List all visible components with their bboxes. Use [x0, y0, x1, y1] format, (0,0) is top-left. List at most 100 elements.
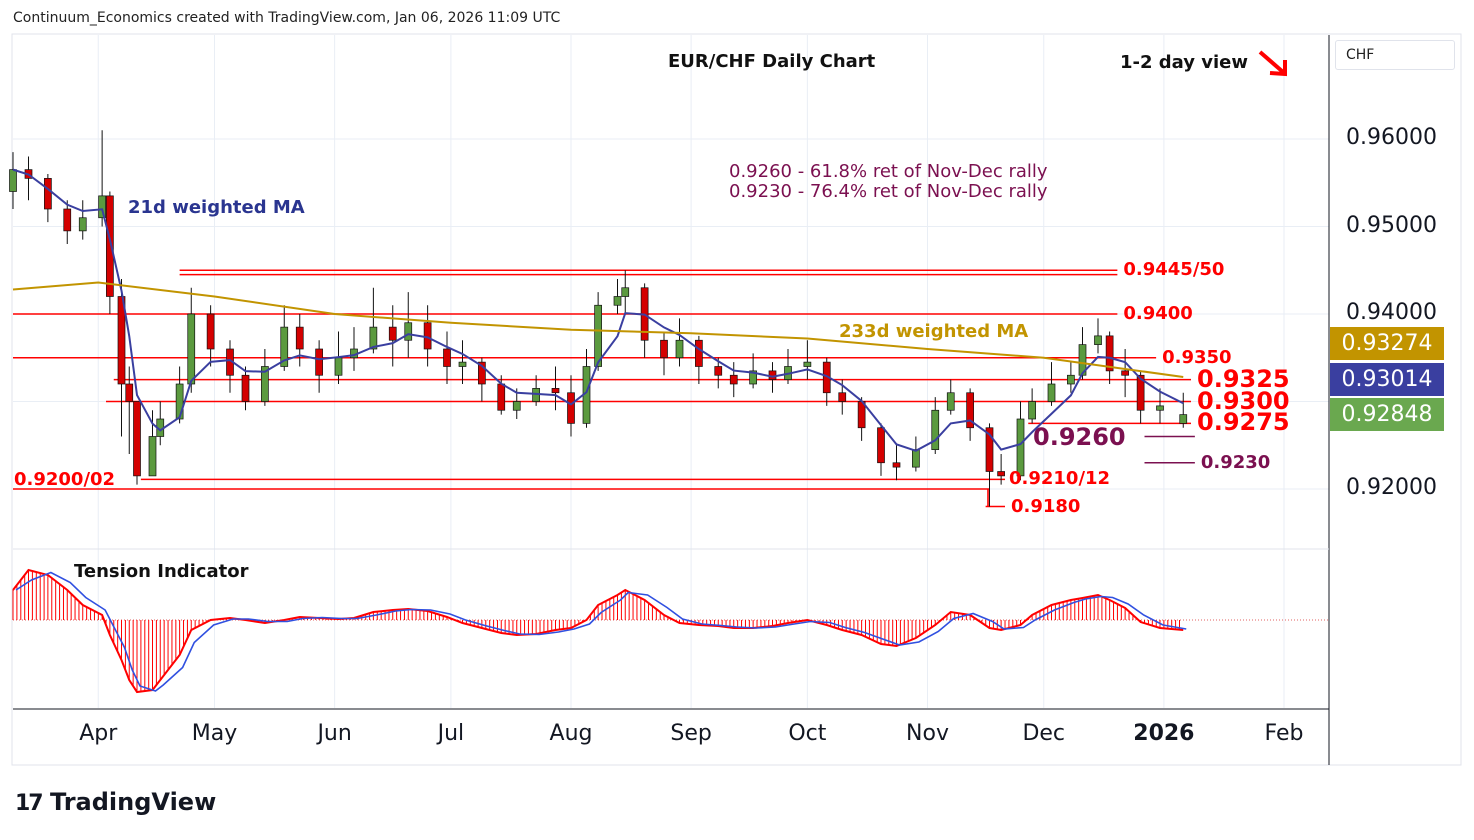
candle-body — [478, 361, 486, 385]
candle-body — [98, 195, 106, 219]
x-tick-label: Feb — [1264, 721, 1304, 746]
candle-body — [1028, 401, 1036, 420]
candle-body — [458, 361, 467, 367]
tv-logo-icon: 𝟭𝟳 — [15, 791, 44, 816]
candle-body — [912, 449, 920, 468]
candle-body — [1121, 370, 1129, 376]
candle-body — [803, 361, 812, 367]
candle-body — [423, 322, 432, 350]
candle-body — [567, 392, 575, 424]
candle-body — [838, 392, 847, 402]
tension-signal-line — [15, 571, 1187, 692]
x-tick-label: May — [191, 721, 238, 746]
level-label: 0.9300 — [1197, 386, 1290, 415]
x-tick-label: Aug — [549, 721, 593, 746]
ma21-price-badge: 0.93014 — [1330, 363, 1444, 396]
candle-body — [1179, 414, 1188, 424]
candle-body — [497, 383, 506, 411]
candle-body — [334, 357, 343, 376]
level-label: 0.9260 — [1033, 422, 1126, 451]
candle-body — [714, 366, 723, 376]
candle-body — [187, 313, 196, 385]
candle-body — [443, 348, 451, 367]
x-tick-label: Oct — [788, 721, 827, 746]
candle-body — [675, 339, 684, 359]
x-tick-label: Jun — [317, 721, 352, 746]
candle-body — [966, 392, 974, 429]
candle-body — [892, 462, 901, 468]
ma233-price-badge: 0.93274 — [1330, 327, 1444, 360]
y-tick-label: 0.94000 — [1346, 300, 1437, 325]
candle-body — [621, 287, 630, 297]
credit-line: Continuum_Economics created with Trading… — [13, 10, 561, 26]
x-tick-label: 2026 — [1133, 721, 1195, 746]
candle-body — [148, 436, 157, 477]
candle-body — [551, 388, 560, 394]
candle-body — [404, 322, 413, 341]
candle-body — [1094, 335, 1102, 345]
candle-body — [1156, 405, 1164, 411]
candle-body — [369, 326, 378, 350]
ma21-line — [12, 168, 1184, 452]
candle-body — [660, 339, 668, 359]
candle-body — [749, 370, 757, 385]
candle-body — [931, 409, 940, 450]
candle-body — [106, 195, 114, 297]
indicator-title: Tension Indicator — [74, 561, 249, 582]
level-label: 0.9445/50 — [1123, 259, 1225, 281]
candle-body — [9, 169, 17, 192]
candle-body — [78, 217, 87, 232]
x-tick-label: Sep — [670, 721, 712, 746]
candle-body — [175, 383, 184, 420]
candle-body — [877, 427, 885, 464]
level-label: 0.9400 — [1123, 302, 1193, 324]
candle-body — [1136, 374, 1145, 411]
candle-body — [1105, 335, 1114, 372]
candle-body — [1067, 374, 1075, 385]
close-price-badge: 0.92848 — [1330, 398, 1444, 431]
y-tick-label: 0.96000 — [1346, 125, 1437, 150]
candle-body — [280, 326, 289, 367]
candle-body — [594, 304, 602, 367]
fib-note-2: 0.9230 - 76.4% ret of Nov-Dec rally — [729, 181, 1048, 202]
candle-body — [388, 326, 397, 341]
ma21-legend: 21d weighted MA — [128, 197, 305, 218]
candle-body — [133, 401, 141, 477]
candle-body — [1016, 418, 1025, 477]
candle-body — [206, 313, 215, 350]
level-label: 0.9210/12 — [1009, 468, 1111, 490]
view-label: 1-2 day view — [1120, 52, 1249, 73]
fib-note-1: 0.9260 - 61.8% ret of Nov-Dec rally — [729, 161, 1048, 182]
chart-frame — [11, 33, 1462, 766]
level-label: 0.9350 — [1162, 346, 1232, 368]
candle-body — [512, 401, 521, 411]
candle-body — [125, 383, 134, 402]
x-tick-label: Dec — [1022, 721, 1066, 746]
down-arrow-icon — [1258, 50, 1287, 77]
level-label: 0.9275 — [1197, 408, 1290, 437]
level-label: 0.9325 — [1197, 364, 1290, 393]
candle-body — [241, 374, 250, 402]
x-tick-label: Apr — [79, 721, 118, 746]
candle-body — [695, 339, 703, 367]
currency-label[interactable]: CHF — [1335, 40, 1455, 70]
tradingview-logo[interactable]: 𝟭𝟳 TradingView — [15, 788, 217, 816]
candle-body — [729, 374, 738, 385]
candle-body — [44, 178, 52, 210]
level-label: 0.9230 — [1200, 451, 1271, 473]
level-label: 0.9200/02 — [14, 469, 116, 490]
candle-body — [1047, 383, 1056, 402]
x-tick-label: Nov — [906, 721, 949, 746]
chart-title: EUR/CHF Daily Chart — [668, 51, 876, 72]
y-tick-label: 0.95000 — [1346, 212, 1437, 238]
y-tick-label: 0.92000 — [1346, 475, 1437, 500]
candle-body — [946, 392, 955, 411]
candle-body — [613, 296, 622, 306]
candle-body — [63, 208, 72, 232]
tension-line-red — [12, 568, 1184, 694]
ma233-legend: 233d weighted MA — [839, 321, 1029, 342]
x-tick-label: Jul — [437, 721, 465, 746]
candle-body — [261, 366, 269, 402]
